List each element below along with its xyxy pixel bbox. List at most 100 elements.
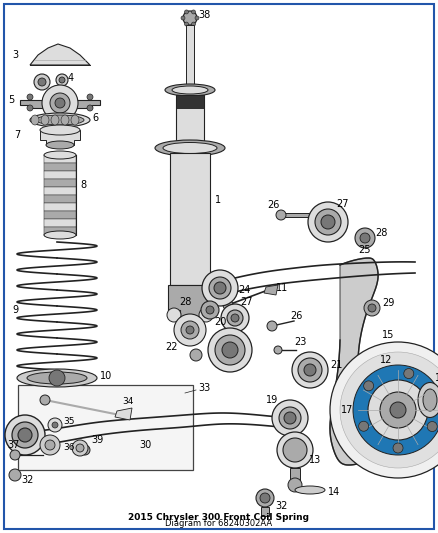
Circle shape [181,321,199,339]
Circle shape [59,77,65,83]
Text: 27: 27 [336,199,349,209]
Ellipse shape [36,115,84,125]
Circle shape [186,326,194,334]
Ellipse shape [30,113,90,127]
Ellipse shape [44,151,76,159]
Circle shape [72,440,88,456]
Circle shape [184,22,188,26]
Ellipse shape [51,115,59,125]
Polygon shape [44,155,76,163]
Text: 2015 Chrysler 300 Front Coil Spring: 2015 Chrysler 300 Front Coil Spring [128,513,310,522]
Text: 11: 11 [276,283,288,293]
Circle shape [221,304,249,332]
Circle shape [292,352,328,388]
Circle shape [223,300,233,310]
Circle shape [315,209,341,235]
Circle shape [195,16,199,20]
Text: 38: 38 [198,10,210,20]
Text: 37: 37 [7,440,19,450]
Circle shape [284,412,296,424]
Circle shape [42,85,78,121]
Circle shape [364,381,374,391]
Circle shape [231,314,239,322]
Circle shape [359,421,369,431]
Text: 24: 24 [238,285,251,295]
Text: 28: 28 [375,228,387,238]
Ellipse shape [17,369,97,387]
Circle shape [55,98,65,108]
Text: 1: 1 [215,195,221,205]
Text: 13: 13 [309,455,321,465]
Circle shape [215,335,245,365]
Circle shape [267,321,277,331]
Circle shape [181,16,185,20]
Circle shape [368,304,376,312]
Circle shape [18,428,32,442]
Text: 26: 26 [290,311,302,321]
Polygon shape [44,187,76,195]
Polygon shape [44,203,76,211]
Circle shape [48,418,62,432]
Circle shape [38,78,46,86]
Circle shape [40,435,60,455]
Polygon shape [44,211,76,219]
Circle shape [427,422,437,432]
Circle shape [279,407,301,429]
Text: 19: 19 [266,395,278,405]
Circle shape [27,105,33,111]
Text: 26: 26 [267,200,279,210]
Text: 23: 23 [294,337,306,347]
Ellipse shape [61,115,69,125]
Ellipse shape [40,125,80,135]
Text: 10: 10 [100,371,112,381]
Circle shape [80,445,90,455]
Polygon shape [261,507,269,516]
Text: 33: 33 [198,383,210,393]
Circle shape [272,400,308,436]
Circle shape [190,349,202,361]
Text: 25: 25 [358,245,371,255]
Polygon shape [186,25,194,90]
Circle shape [340,352,438,468]
Ellipse shape [71,115,79,125]
Circle shape [274,346,282,354]
Polygon shape [281,213,310,217]
Circle shape [87,105,93,111]
Circle shape [380,392,416,428]
Circle shape [52,422,58,428]
Circle shape [214,282,226,294]
Ellipse shape [165,84,215,96]
Polygon shape [264,285,278,295]
Text: 6: 6 [92,113,98,123]
Polygon shape [44,219,76,227]
Circle shape [5,415,45,455]
Text: 39: 39 [91,435,103,445]
Polygon shape [290,468,300,485]
Circle shape [368,380,428,440]
Ellipse shape [418,383,438,417]
Text: 4: 4 [68,73,74,83]
Text: 22: 22 [166,342,178,352]
Circle shape [27,94,33,100]
Circle shape [304,364,316,376]
Circle shape [360,233,370,243]
Text: 3: 3 [12,50,18,60]
Circle shape [45,440,55,450]
Circle shape [256,489,274,507]
Text: 27: 27 [240,297,252,307]
Circle shape [209,277,231,299]
Circle shape [288,478,302,492]
Polygon shape [44,171,76,179]
Circle shape [364,300,380,316]
Circle shape [9,469,21,481]
Circle shape [183,11,197,25]
Polygon shape [176,95,204,145]
Polygon shape [20,100,100,108]
Text: 18: 18 [435,373,438,383]
Circle shape [10,450,20,460]
Circle shape [298,358,322,382]
Polygon shape [115,408,132,420]
Ellipse shape [423,389,437,411]
Text: 34: 34 [122,398,134,407]
Circle shape [49,370,65,386]
